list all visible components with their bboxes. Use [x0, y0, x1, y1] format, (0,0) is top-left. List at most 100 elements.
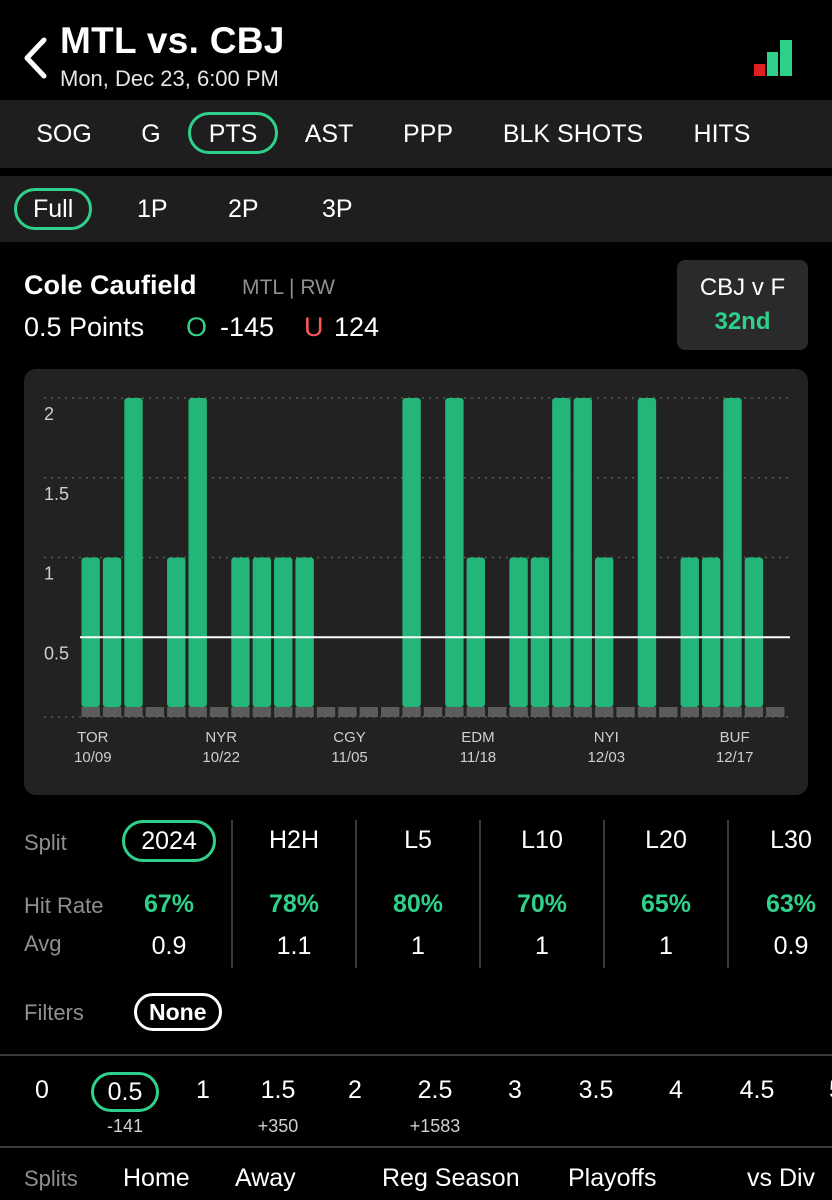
split-playoffs[interactable]: Playoffs — [568, 1164, 657, 1192]
game-bar[interactable] — [81, 557, 100, 708]
y-tick-label: 1 — [44, 564, 54, 584]
y-tick-label: 2 — [44, 404, 54, 424]
game-bar[interactable] — [188, 398, 207, 707]
zero-stub — [594, 707, 614, 717]
x-tick-date: 12/03 — [588, 749, 626, 766]
tab-ast[interactable]: AST — [304, 120, 354, 148]
split-away[interactable]: Away — [235, 1164, 296, 1192]
tab-full[interactable]: Full — [14, 176, 93, 242]
game-bar[interactable] — [102, 557, 122, 708]
line-option[interactable]: 4.5 — [739, 1076, 775, 1104]
split-name: L10 — [521, 826, 563, 854]
zero-stub — [552, 707, 571, 717]
game-bar[interactable] — [594, 557, 614, 708]
avg-label: Avg — [24, 931, 62, 956]
line-option[interactable]: 5 — [796, 1056, 832, 1116]
zero-stub — [167, 707, 186, 717]
game-bar[interactable] — [231, 557, 250, 708]
game-bar[interactable] — [637, 398, 657, 707]
over-odds[interactable]: -145 — [220, 312, 275, 342]
matchup-card[interactable]: CBJ v F 32nd — [677, 260, 808, 350]
line-option[interactable]: 2.5 +1583 — [409, 1076, 461, 1136]
filters-label: Filters — [24, 1000, 84, 1025]
x-tick-date: 10/09 — [74, 749, 112, 766]
tab-2p[interactable]: 2P — [228, 195, 259, 223]
split-col-l10[interactable]: L10 70% 1 — [479, 820, 603, 968]
filter-none-button[interactable]: None — [134, 993, 222, 1031]
tab-3p[interactable]: 3P — [322, 195, 353, 223]
game-title: MTL vs. CBJ — [60, 20, 285, 61]
line-option[interactable]: 3 — [508, 1076, 522, 1104]
split-col-l20[interactable]: L20 65% 1 — [603, 820, 727, 968]
zero-stub — [145, 707, 165, 717]
zero-stub — [530, 707, 550, 717]
signal-bars-icon[interactable] — [752, 38, 796, 78]
split-col-l5[interactable]: L5 80% 1 — [355, 820, 479, 968]
zero-stub — [616, 707, 635, 717]
x-tick-team: EDM — [461, 729, 494, 746]
game-bar[interactable] — [573, 398, 592, 707]
zero-stub — [274, 707, 293, 717]
line-option[interactable]: 0 — [35, 1076, 49, 1104]
tab-sog[interactable]: SOG — [36, 120, 92, 148]
game-bar[interactable] — [723, 398, 742, 707]
split-col-l30[interactable]: L30 63% 0.9 — [727, 820, 832, 968]
x-tick-team: CGY — [333, 729, 366, 746]
under-odds[interactable]: 124 — [334, 312, 380, 342]
split-col-2024[interactable]: 2024 67% 0.9 — [107, 820, 231, 968]
zero-stub — [659, 707, 678, 717]
tab-ppp[interactable]: PPP — [402, 120, 454, 148]
game-bar[interactable] — [252, 557, 272, 708]
split-hit-rate: 63% — [765, 890, 817, 918]
game-bar[interactable] — [402, 398, 421, 707]
game-bar[interactable] — [274, 557, 293, 708]
line-option[interactable]: 0.5 -141 — [85, 1056, 165, 1137]
split-reg-season[interactable]: Reg Season — [382, 1164, 520, 1192]
split-avg: 1.1 — [276, 932, 312, 960]
zero-stub — [188, 707, 207, 717]
line-option[interactable]: 3.5 — [578, 1076, 614, 1104]
game-bar[interactable] — [552, 398, 571, 707]
game-bar[interactable] — [509, 557, 528, 708]
split-col-h2h[interactable]: H2H 78% 1.1 — [231, 820, 355, 968]
game-bar[interactable] — [167, 557, 186, 708]
game-bar[interactable] — [124, 398, 143, 707]
splits-label: Splits — [24, 1166, 78, 1191]
zero-stub — [466, 707, 485, 717]
split-hit-rate: 65% — [640, 890, 692, 918]
tab-hits[interactable]: HITS — [693, 120, 751, 148]
split-label: Split — [24, 830, 67, 855]
line-option[interactable]: 1 — [196, 1076, 210, 1104]
zero-stub — [381, 707, 400, 717]
zero-stub — [487, 707, 507, 717]
split-avg: 0.9 — [773, 932, 809, 960]
game-bar[interactable] — [744, 557, 764, 708]
split-home[interactable]: Home — [123, 1164, 190, 1192]
game-bar[interactable] — [466, 557, 485, 708]
zero-stub — [81, 707, 100, 717]
tab-pts[interactable]: PTS — [187, 100, 279, 168]
game-bar[interactable] — [445, 398, 464, 707]
game-time: Mon, Dec 23, 6:00 PM — [60, 66, 279, 91]
line-option[interactable]: 1.5 +350 — [257, 1076, 299, 1136]
split-name: 2024 — [122, 820, 216, 862]
tab-g[interactable]: G — [141, 120, 161, 148]
back-chevron-icon[interactable] — [22, 36, 50, 80]
game-bar[interactable] — [295, 557, 314, 708]
split-hit-rate: 70% — [516, 890, 568, 918]
line-option[interactable]: 2 — [348, 1076, 362, 1104]
zero-stub — [573, 707, 592, 717]
tab-blk-shots[interactable]: BLK SHOTS — [502, 120, 644, 148]
game-bar[interactable] — [530, 557, 550, 708]
zero-stub — [102, 707, 122, 717]
zero-stub — [423, 707, 443, 717]
game-bar[interactable] — [701, 557, 721, 708]
line-option[interactable]: 4 — [669, 1076, 683, 1104]
bottom-splits-bar: Splits Home Away Reg Season Playoffs vs … — [0, 1150, 832, 1200]
split-vs-div[interactable]: vs Div — [747, 1164, 816, 1192]
split-hit-rate: 67% — [143, 890, 195, 918]
header: MTL vs. CBJ Mon, Dec 23, 6:00 PM — [0, 0, 832, 100]
x-tick-date: 11/05 — [331, 749, 367, 766]
game-bar[interactable] — [680, 557, 699, 708]
tab-1p[interactable]: 1P — [137, 195, 168, 223]
